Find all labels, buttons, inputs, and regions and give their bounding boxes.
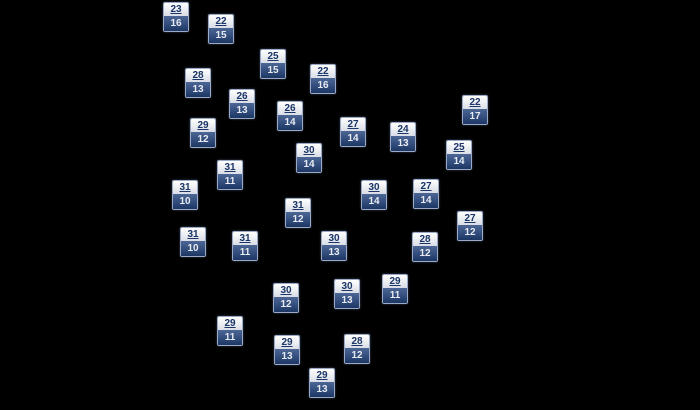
low-temp-value: 14 [341,131,365,146]
low-temp-value: 13 [186,82,210,97]
temp-marker[interactable]: 26 13 [229,89,255,119]
low-temp-value: 15 [261,63,285,78]
temp-marker[interactable]: 24 13 [390,122,416,152]
high-temp-value[interactable]: 25 [447,141,471,154]
low-temp-value: 14 [447,154,471,169]
low-temp-value: 13 [335,293,359,308]
high-temp-value[interactable]: 22 [209,15,233,28]
temp-marker[interactable]: 31 12 [285,198,311,228]
high-temp-value[interactable]: 31 [233,232,257,245]
low-temp-value: 15 [209,28,233,43]
temp-marker[interactable]: 23 16 [163,2,189,32]
high-temp-value[interactable]: 31 [173,181,197,194]
temp-marker[interactable]: 31 11 [217,160,243,190]
low-temp-value: 10 [181,241,205,256]
temp-marker[interactable]: 30 12 [273,283,299,313]
temp-marker[interactable]: 27 14 [413,179,439,209]
low-temp-value: 11 [233,245,257,260]
high-temp-value[interactable]: 29 [275,336,299,349]
low-temp-value: 14 [278,115,302,130]
low-temp-value: 12 [458,225,482,240]
high-temp-value[interactable]: 29 [383,275,407,288]
temp-marker[interactable]: 29 12 [190,118,216,148]
high-temp-value[interactable]: 22 [311,65,335,78]
low-temp-value: 13 [275,349,299,364]
temp-marker[interactable]: 22 15 [208,14,234,44]
temp-marker[interactable]: 31 10 [180,227,206,257]
low-temp-value: 12 [286,212,310,227]
high-temp-value[interactable]: 26 [230,90,254,103]
high-temp-value[interactable]: 30 [274,284,298,297]
high-temp-value[interactable]: 22 [463,96,487,109]
high-temp-value[interactable]: 31 [181,228,205,241]
high-temp-value[interactable]: 30 [335,280,359,293]
temp-marker[interactable]: 27 12 [457,211,483,241]
low-temp-value: 16 [164,16,188,31]
high-temp-value[interactable]: 31 [218,161,242,174]
low-temp-value: 14 [362,194,386,209]
temp-marker[interactable]: 28 12 [344,334,370,364]
high-temp-value[interactable]: 28 [186,69,210,82]
low-temp-value: 14 [297,157,321,172]
low-temp-value: 13 [322,245,346,260]
temp-marker[interactable]: 27 14 [340,117,366,147]
low-temp-value: 14 [414,193,438,208]
low-temp-value: 12 [413,246,437,261]
low-temp-value: 11 [218,330,242,345]
low-temp-value: 10 [173,194,197,209]
low-temp-value: 11 [218,174,242,189]
high-temp-value[interactable]: 30 [322,232,346,245]
temp-marker[interactable]: 26 14 [277,101,303,131]
high-temp-value[interactable]: 29 [310,369,334,382]
high-temp-value[interactable]: 27 [458,212,482,225]
temp-marker[interactable]: 29 11 [217,316,243,346]
temp-marker[interactable]: 25 15 [260,49,286,79]
low-temp-value: 16 [311,78,335,93]
high-temp-value[interactable]: 27 [414,180,438,193]
high-temp-value[interactable]: 29 [191,119,215,132]
high-temp-value[interactable]: 28 [413,233,437,246]
temp-marker[interactable]: 30 14 [296,143,322,173]
high-temp-value[interactable]: 26 [278,102,302,115]
low-temp-value: 17 [463,109,487,124]
low-temp-value: 12 [191,132,215,147]
low-temp-value: 12 [345,348,369,363]
temp-marker[interactable]: 30 14 [361,180,387,210]
temp-marker[interactable]: 29 13 [274,335,300,365]
temp-marker[interactable]: 31 10 [172,180,198,210]
high-temp-value[interactable]: 24 [391,123,415,136]
high-temp-value[interactable]: 30 [297,144,321,157]
temp-marker[interactable]: 22 17 [462,95,488,125]
high-temp-value[interactable]: 27 [341,118,365,131]
high-temp-value[interactable]: 28 [345,335,369,348]
high-temp-value[interactable]: 29 [218,317,242,330]
high-temp-value[interactable]: 30 [362,181,386,194]
temp-marker[interactable]: 30 13 [321,231,347,261]
temp-marker[interactable]: 28 12 [412,232,438,262]
temp-marker[interactable]: 28 13 [185,68,211,98]
high-temp-value[interactable]: 25 [261,50,285,63]
high-temp-value[interactable]: 31 [286,199,310,212]
temp-marker[interactable]: 25 14 [446,140,472,170]
temp-marker[interactable]: 30 13 [334,279,360,309]
low-temp-value: 13 [230,103,254,118]
high-temp-value[interactable]: 23 [164,3,188,16]
temp-marker[interactable]: 29 11 [382,274,408,304]
temp-marker[interactable]: 31 11 [232,231,258,261]
temp-marker[interactable]: 22 16 [310,64,336,94]
low-temp-value: 12 [274,297,298,312]
low-temp-value: 13 [391,136,415,151]
low-temp-value: 13 [310,382,334,397]
low-temp-value: 11 [383,288,407,303]
temp-marker[interactable]: 29 13 [309,368,335,398]
